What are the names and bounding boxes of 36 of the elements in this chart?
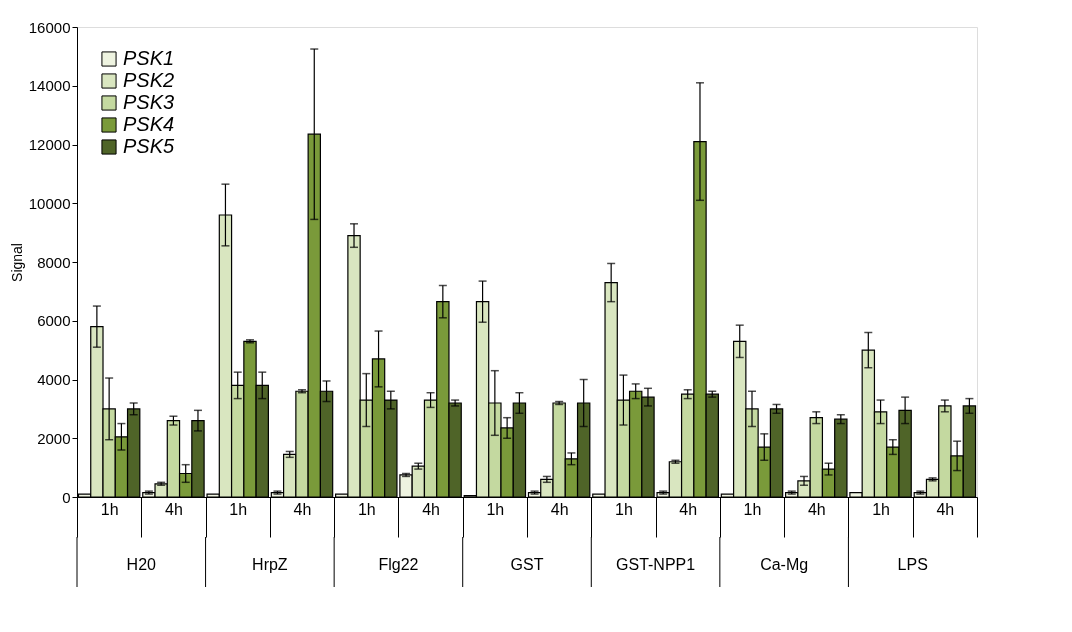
text: Flg22 xyxy=(378,556,419,573)
x-tick-label: 4h xyxy=(293,500,312,518)
x-tick-label: 4h xyxy=(422,500,440,518)
text: GST xyxy=(510,556,544,573)
x-tick-label: 1h xyxy=(229,500,248,518)
x-tick-label: 1h xyxy=(486,500,505,518)
legend-label: PSK5 xyxy=(123,135,176,157)
y-axis-title: Signal xyxy=(8,243,25,282)
legend-label: PSK4 xyxy=(123,113,175,135)
legend-label: PSK2 xyxy=(123,69,175,91)
x-tick-label: 1h xyxy=(357,500,376,518)
x-tick-label: 1h xyxy=(872,500,890,518)
y-tick-label: 2000 xyxy=(37,429,71,447)
legend-label: PSK1 xyxy=(123,47,175,69)
y-tick-label: 14000 xyxy=(28,77,71,95)
x-tick-label: 1h xyxy=(743,500,762,518)
x-tick-label: 1h xyxy=(615,500,633,518)
x-tick-label: 4h xyxy=(807,500,826,518)
x-tick-label: 4h xyxy=(550,500,569,518)
y-tick-label: 10000 xyxy=(28,194,71,212)
text: GST-NPP1 xyxy=(616,556,696,573)
x-tick-label: 4h xyxy=(936,500,955,518)
y-tick-label: 6000 xyxy=(37,312,71,330)
text: H20 xyxy=(126,556,157,573)
text: Ca-Mg xyxy=(760,556,809,573)
y-tick-label: 16000 xyxy=(28,18,71,36)
x-tick-label: 4h xyxy=(679,500,698,518)
y-tick-label: 4000 xyxy=(37,371,71,388)
x-tick-label: 4h xyxy=(165,500,183,518)
text: HrpZ xyxy=(252,556,288,573)
text: LPS xyxy=(897,556,928,573)
y-tick-label: 12000 xyxy=(28,136,71,153)
y-tick-label: 8000 xyxy=(37,253,71,271)
legend-label: PSK3 xyxy=(123,91,175,113)
x-tick-label: 1h xyxy=(100,500,119,518)
y-tick-label: 0 xyxy=(62,488,71,506)
